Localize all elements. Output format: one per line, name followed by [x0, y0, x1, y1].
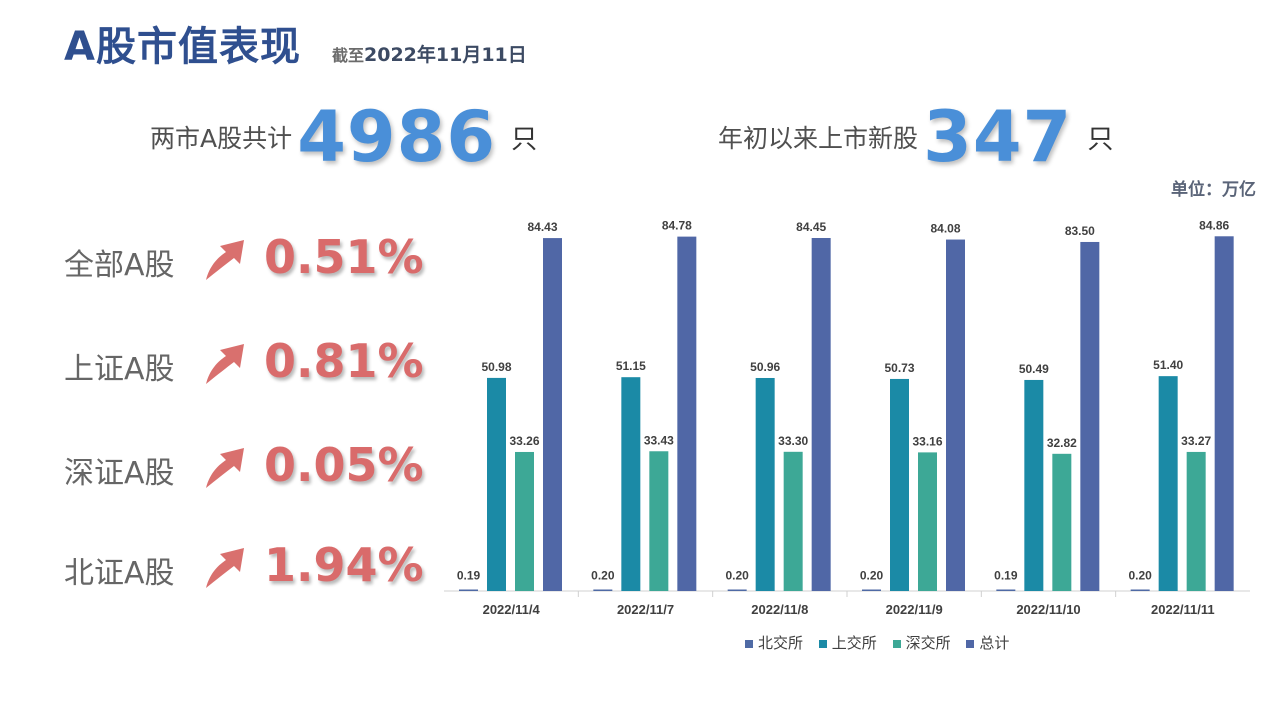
chart-legend: 北交所 上交所 深交所 总计	[745, 632, 1020, 653]
bar	[1052, 453, 1072, 591]
data-label: 50.96	[750, 360, 780, 374]
bar	[543, 238, 562, 592]
data-label: 33.30	[778, 434, 808, 448]
bar	[649, 451, 669, 591]
index-name: 上证A股	[64, 352, 175, 387]
bar	[1080, 241, 1100, 591]
bar	[811, 237, 831, 591]
page-title: A股市值表现	[64, 24, 301, 70]
data-label: 83.50	[1065, 224, 1095, 238]
data-label: 84.78	[662, 219, 692, 233]
data-label: 84.45	[796, 220, 826, 234]
bar	[1186, 451, 1206, 591]
x-tick-label: 2022/11/11	[1151, 602, 1215, 617]
bar	[783, 451, 803, 591]
bar	[862, 589, 881, 591]
legend-item-total: 总计	[966, 632, 1009, 653]
up-arrow-icon	[202, 338, 248, 392]
data-label: 84.86	[1199, 218, 1229, 232]
bar	[1214, 236, 1234, 591]
index-name: 深证A股	[64, 456, 175, 491]
new-stocks-stat: 年初以来上市新股 347 只	[718, 96, 1113, 178]
data-label: 32.82	[1047, 436, 1077, 450]
bar	[1158, 376, 1178, 591]
legend-item-bse: 北交所	[745, 632, 803, 653]
bar	[1130, 589, 1150, 591]
x-tick-label: 2022/11/8	[751, 602, 808, 617]
x-tick-label: 2022/11/4	[483, 602, 541, 617]
legend-item-sse: 上交所	[818, 632, 877, 653]
x-tick-label: 2022/11/10	[1016, 602, 1080, 617]
legend-swatch	[966, 639, 975, 648]
legend-item-szse: 深交所	[892, 632, 951, 653]
data-label: 0.19	[994, 569, 1018, 583]
total-stocks-unit: 只	[511, 124, 538, 155]
bar	[621, 377, 641, 591]
data-label: 0.20	[860, 569, 884, 583]
bar	[515, 451, 534, 591]
new-stocks-unit: 只	[1087, 124, 1114, 155]
data-label: 50.49	[1019, 362, 1049, 376]
legend-swatch	[892, 639, 901, 648]
legend-label: 北交所	[758, 634, 804, 652]
up-arrow-icon	[202, 442, 248, 496]
data-label: 0.19	[457, 569, 481, 583]
up-arrow-icon	[202, 234, 248, 288]
data-label: 50.98	[481, 360, 511, 374]
bar	[918, 452, 937, 591]
data-label: 84.43	[527, 220, 557, 234]
data-label: 33.16	[912, 434, 942, 448]
index-change: 0.51%	[264, 230, 424, 284]
as-of-value: 2022年11月11日	[364, 44, 527, 66]
chart-unit-label: 单位：万亿	[1171, 180, 1256, 200]
data-label: 0.20	[725, 569, 749, 583]
bar	[755, 377, 775, 591]
new-stocks-value: 347	[923, 96, 1073, 178]
data-label: 33.27	[1181, 434, 1211, 448]
as-of-date: 截至2022年11月11日	[332, 40, 527, 67]
new-stocks-label: 年初以来上市新股	[718, 124, 919, 153]
bar	[727, 589, 747, 591]
bar	[890, 378, 909, 591]
data-label: 51.15	[616, 359, 646, 373]
data-label: 0.20	[1128, 569, 1152, 583]
x-tick-label: 2022/11/7	[617, 602, 674, 617]
index-change: 0.05%	[264, 438, 424, 492]
legend-label: 总计	[979, 634, 1010, 652]
as-of-prefix: 截至	[332, 46, 365, 65]
total-stocks-stat: 两市A股共计 4986 只	[150, 96, 537, 178]
x-tick-label: 2022/11/9	[886, 602, 943, 617]
data-label: 50.73	[884, 361, 914, 375]
bar	[593, 589, 613, 591]
bar	[487, 377, 506, 591]
legend-swatch	[818, 639, 827, 648]
bar	[1024, 379, 1044, 591]
index-change: 1.94%	[264, 538, 424, 592]
data-label: 51.40	[1153, 358, 1183, 372]
bar	[996, 589, 1016, 591]
bar	[946, 239, 965, 591]
total-stocks-label: 两市A股共计	[150, 124, 293, 153]
bar	[677, 236, 697, 591]
total-stocks-value: 4986	[297, 96, 497, 178]
data-label: 33.26	[509, 434, 539, 448]
data-label: 33.43	[644, 433, 674, 447]
index-name: 全部A股	[64, 248, 175, 283]
up-arrow-icon	[202, 542, 248, 596]
legend-label: 上交所	[831, 634, 877, 652]
index-change: 0.81%	[264, 334, 424, 388]
data-label: 84.08	[930, 222, 960, 236]
legend-swatch	[745, 639, 753, 648]
bar	[459, 589, 478, 591]
data-label: 0.20	[591, 569, 615, 583]
legend-label: 深交所	[905, 634, 951, 652]
index-name: 北证A股	[64, 556, 175, 591]
